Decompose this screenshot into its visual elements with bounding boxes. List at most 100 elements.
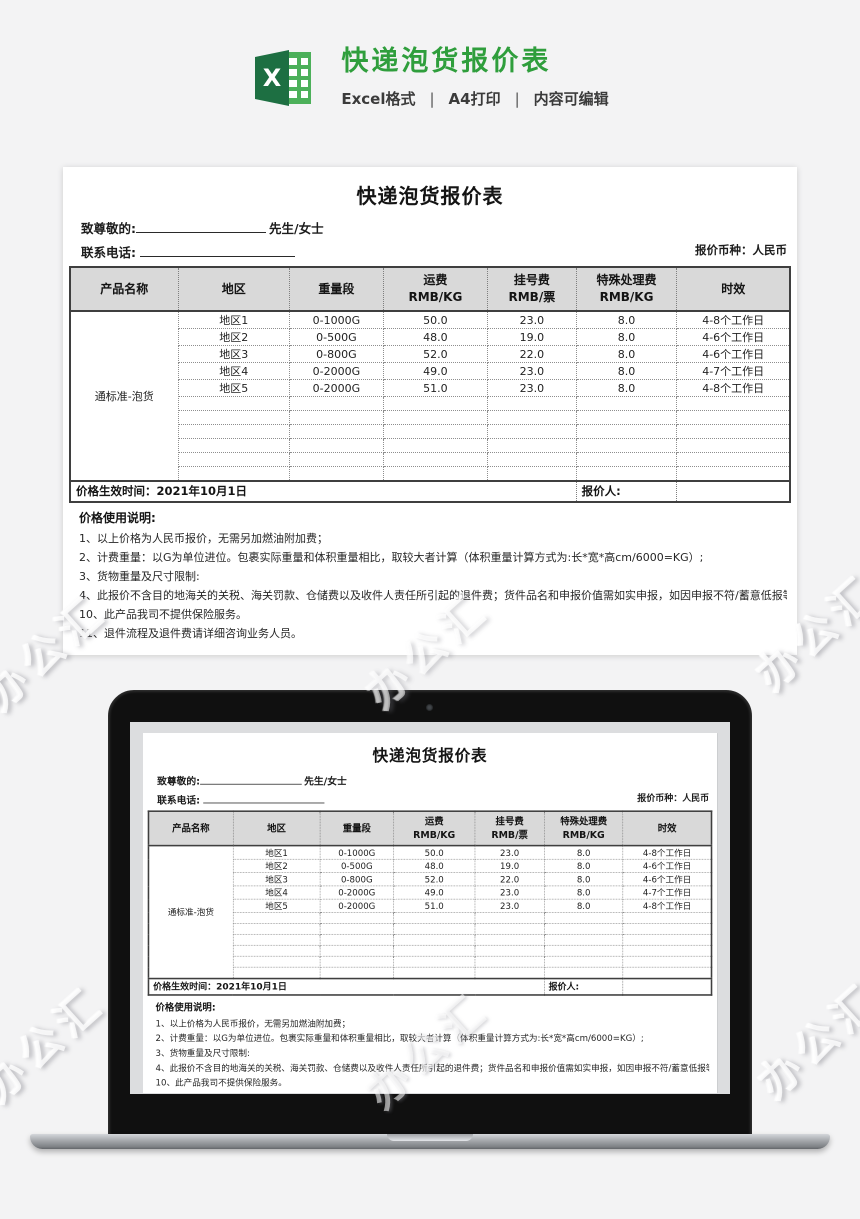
table-row: 地区4 0-2000G 49.0 23.0 8.0 4-7个工作日 <box>148 885 712 900</box>
special-cell: 8.0 <box>543 872 623 887</box>
currency-label: 报价币种：人民币 <box>695 243 787 257</box>
webcam-icon <box>426 704 433 711</box>
empty-cell <box>177 424 291 439</box>
empty-cell <box>487 438 577 453</box>
time-cell: 4-6个工作日 <box>676 345 791 363</box>
notes-title: 价格使用说明: <box>79 510 156 525</box>
template-header: X 快递泡货报价表 Excel格式 | A4打印 | 内容可编辑 <box>0 0 860 110</box>
region-cell: 地区1 <box>177 310 291 329</box>
note-item: 3、货物重量及尺寸限制: <box>155 1047 250 1058</box>
empty-cell <box>289 424 384 439</box>
table-row-empty <box>70 452 791 467</box>
empty-cell <box>474 912 545 924</box>
empty-cell <box>232 923 321 935</box>
empty-cell <box>487 466 577 481</box>
col-region: 地区 <box>232 810 321 847</box>
phone-blank-line <box>140 246 296 257</box>
weight-cell: 0-2000G <box>319 885 394 900</box>
freight-cell: 51.0 <box>392 898 475 913</box>
empty-cell <box>232 955 321 968</box>
time-cell: 4-6个工作日 <box>622 858 712 873</box>
empty-cell <box>487 424 577 439</box>
empty-cell <box>177 452 291 467</box>
empty-cell <box>232 966 321 979</box>
special-cell: 8.0 <box>543 898 623 913</box>
laptop-base-notch-icon <box>387 1134 473 1141</box>
col-time: 时效 <box>676 266 791 312</box>
empty-cell <box>382 438 489 453</box>
phone-label: 联系电话: <box>156 793 200 806</box>
document-preview-card: 快递泡货报价表 致尊敬的: 先生/女士 报价币种：人民币 联系电话: 产品名称 地… <box>142 733 717 1093</box>
empty-cell <box>382 410 489 425</box>
registration-cell: 19.0 <box>487 328 577 346</box>
table-row-empty <box>148 944 712 957</box>
empty-cell <box>232 933 321 946</box>
region-cell: 地区1 <box>232 845 321 860</box>
time-cell: 4-8个工作日 <box>622 845 712 860</box>
col-registration-fee: 挂号费 RMB/票 <box>474 810 545 847</box>
weight-cell: 0-800G <box>289 345 384 363</box>
region-cell: 地区3 <box>177 345 291 363</box>
empty-cell <box>622 966 712 979</box>
table-row: 地区2 0-500G 48.0 19.0 8.0 4-6个工作日 <box>70 328 791 346</box>
special-cell: 8.0 <box>575 345 678 363</box>
col-special-fee: 特殊处理费 RMB/KG <box>575 266 678 312</box>
empty-cell <box>392 966 475 979</box>
table-row: 通标准-泡货 地区1 0-1000G 50.0 23.0 8.0 4-8个工作日 <box>69 310 791 481</box>
empty-cell <box>177 438 291 453</box>
empty-cell <box>392 955 475 968</box>
empty-cell <box>319 966 394 979</box>
time-cell: 4-8个工作日 <box>676 379 791 397</box>
empty-cell <box>575 466 678 481</box>
table-row: 地区4 0-2000G 49.0 23.0 8.0 4-7个工作日 <box>70 362 791 380</box>
special-cell: 8.0 <box>543 858 623 873</box>
empty-cell <box>232 912 321 924</box>
empty-cell <box>543 955 623 968</box>
note-item: 2、计费重量：以G为单位进位。包裹实际重量和体积重量相比，取较大者计算（体积重量… <box>155 1032 644 1044</box>
empty-cell <box>487 410 577 425</box>
empty-cell <box>575 410 678 425</box>
svg-text:X: X <box>263 64 282 92</box>
feature-list: Excel格式 | A4打印 | 内容可编辑 <box>341 88 608 109</box>
empty-cell <box>487 452 577 467</box>
page-title: 快递泡货报价表 <box>341 46 552 77</box>
registration-cell: 23.0 <box>474 898 545 913</box>
laptop-base <box>30 1134 830 1149</box>
empty-cell <box>543 966 623 979</box>
feature-format: Excel格式 <box>341 90 416 109</box>
laptop-mockup: 快递泡货报价表 致尊敬的: 先生/女士 报价币种：人民币 联系电话: 产品名称 地… <box>0 690 860 1149</box>
empty-cell <box>622 955 712 968</box>
empty-cell <box>319 933 394 946</box>
note-item: 4、此报价不含目的地海关的关税、海关罚款、仓储费以及收件人责任所引起的退件费；货… <box>79 588 787 602</box>
registration-cell: 23.0 <box>487 362 577 380</box>
time-cell: 4-8个工作日 <box>676 310 791 329</box>
col-product-name: 产品名称 <box>69 266 179 312</box>
table-row: 地区2 0-500G 48.0 19.0 8.0 4-6个工作日 <box>148 858 712 873</box>
empty-cell <box>289 438 384 453</box>
empty-cell <box>676 396 791 411</box>
freight-cell: 49.0 <box>392 885 475 900</box>
greeting-line: 致尊敬的: 先生/女士 <box>69 218 791 237</box>
empty-cell <box>575 438 678 453</box>
feature-separator: | <box>514 90 520 109</box>
col-weight-range: 重量段 <box>319 810 394 847</box>
empty-cell <box>232 944 321 957</box>
note-item: 4、此报价不含目的地海关的关税、海关罚款、仓储费以及收件人责任所引起的退件费；货… <box>155 1062 709 1073</box>
table-row-empty <box>70 410 791 425</box>
greeting-label: 致尊敬的: <box>156 775 200 787</box>
empty-cell <box>177 396 291 411</box>
col-registration-fee: 挂号费 RMB/票 <box>487 266 577 312</box>
special-cell: 8.0 <box>543 845 623 860</box>
col-freight: 运费 RMB/KG <box>392 810 475 847</box>
empty-cell <box>392 923 475 935</box>
quoter-blank-cell <box>676 479 791 502</box>
empty-cell <box>474 955 545 968</box>
table-footer-row: 价格生效时间：2021年10月1日 报价人: <box>147 977 712 995</box>
special-cell: 8.0 <box>575 362 678 380</box>
empty-cell <box>622 923 712 935</box>
region-cell: 地区4 <box>232 885 321 900</box>
quoter-label-cell: 报价人: <box>575 479 678 502</box>
laptop-screen: 快递泡货报价表 致尊敬的: 先生/女士 报价币种：人民币 联系电话: 产品名称 地… <box>108 690 752 1138</box>
table-row-empty <box>70 424 791 439</box>
empty-cell <box>382 466 489 481</box>
